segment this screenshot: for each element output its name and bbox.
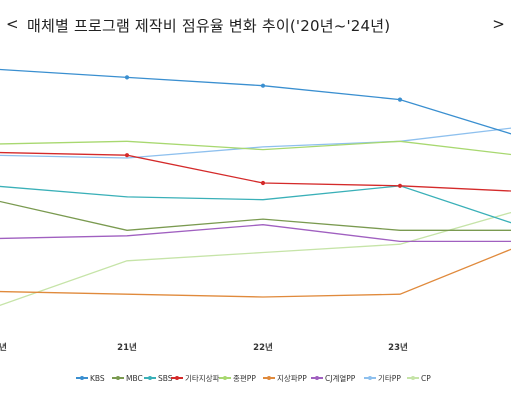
line-chart: 년 21년 22년 23년 <box>0 68 511 353</box>
legend-item-기타지상파: 기타지상파 <box>171 372 220 384</box>
series-line-KBS <box>0 68 511 135</box>
legend-item-지상파PP: 지상파PP <box>263 372 307 384</box>
legend-label: CJ계열PP <box>325 373 356 383</box>
data-point-기타지상파-22년 <box>260 180 266 186</box>
series-지상파PP <box>0 248 511 298</box>
series-line-CJ계열PP <box>0 224 511 243</box>
data-point-KBS-22년 <box>260 83 266 88</box>
legend-item-기타PP: 기타PP <box>364 372 401 384</box>
legend-label: MBC <box>126 373 143 383</box>
legend-swatch <box>112 373 124 383</box>
legend-swatch <box>144 373 156 383</box>
legend-item-KBS: KBS <box>76 372 105 384</box>
series-CP <box>0 211 511 306</box>
series-기타지상파 <box>0 151 511 192</box>
legend-item-MBC: MBC <box>112 372 143 384</box>
title-text: 매체별 프로그램 제작비 점유율 변화 추이('20년~'24년) <box>27 17 391 35</box>
legend-swatch <box>76 373 88 383</box>
legend-label: KBS <box>90 373 105 383</box>
series-CJ계열PP <box>0 224 511 243</box>
chart-title: < 매체별 프로그램 제작비 점유율 변화 추이('20년~'24년) > <box>0 14 511 38</box>
legend-swatch <box>407 373 419 383</box>
series-line-MBC <box>0 200 511 231</box>
series-line-CP <box>0 211 511 306</box>
data-point-KBS-21년 <box>124 75 130 80</box>
legend-swatch <box>364 373 376 383</box>
series-line-SBS <box>0 185 511 224</box>
legend-swatch <box>311 373 323 383</box>
legend-label: 기타PP <box>378 373 401 383</box>
legend-label: 종편PP <box>233 373 256 383</box>
series-KBS <box>0 68 511 135</box>
series-MBC <box>0 200 511 231</box>
legend-swatch <box>219 373 231 383</box>
data-point-기타지상파-21년 <box>124 153 130 158</box>
legend-label: SBS <box>158 373 173 383</box>
data-point-KBS-23년 <box>397 97 403 102</box>
series-line-종편PP <box>0 140 511 156</box>
legend-label: CP <box>421 373 431 383</box>
legend-swatch <box>263 373 275 383</box>
series-기타PP <box>0 127 511 159</box>
legend-item-SBS: SBS <box>144 372 173 384</box>
title-left-bracket: < <box>6 15 19 33</box>
x-tick-label: 년 <box>0 342 7 353</box>
legend-label: 지상파PP <box>277 373 307 383</box>
x-axis-ticks: 년 21년 22년 23년 <box>0 342 408 353</box>
legend-item-CJ계열PP: CJ계열PP <box>311 372 355 384</box>
legend-label: 기타지상파 <box>185 373 220 383</box>
series-종편PP <box>0 140 511 156</box>
chart-legend: KBS MBC SBS 기타지상파 종편PP 지상파PP CJ계열PP 기타PP CP <box>0 372 511 386</box>
x-tick-label: 23년 <box>388 342 408 353</box>
x-tick-label: 21년 <box>117 342 137 353</box>
series-line-기타지상파 <box>0 151 511 192</box>
title-right-bracket: > <box>492 15 505 33</box>
series-line-기타PP <box>0 127 511 159</box>
legend-swatch <box>171 373 183 383</box>
legend-item-CP: CP <box>407 372 431 384</box>
series-line-지상파PP <box>0 248 511 298</box>
x-tick-label: 22년 <box>253 342 273 353</box>
series-layer <box>0 68 511 306</box>
legend-item-종편PP: 종편PP <box>219 372 256 384</box>
series-SBS <box>0 185 511 224</box>
data-point-기타지상파-23년 <box>397 183 403 188</box>
